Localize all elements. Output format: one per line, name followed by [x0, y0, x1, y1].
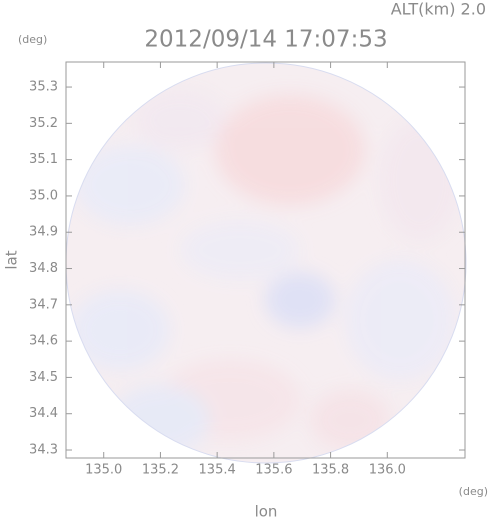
- chart-title: 2012/09/14 17:07:53: [144, 27, 387, 53]
- plot-frame: [65, 61, 466, 459]
- x-tick-label: 135.8: [312, 463, 349, 478]
- y-axis-label: lat: [3, 250, 21, 269]
- altitude-label: ALT(km) 2.0: [391, 0, 486, 19]
- y-tick-label: 34.3: [29, 443, 58, 458]
- y-tick-label: 34.7: [29, 297, 58, 312]
- x-tick-label: 135.4: [199, 463, 236, 478]
- y-tick-label: 34.9: [29, 225, 58, 240]
- y-tick-label: 35.3: [29, 80, 58, 95]
- x-tick-label: 136.0: [369, 463, 406, 478]
- y-tick-label: 34.6: [29, 334, 58, 349]
- x-axis-label: lon: [255, 503, 278, 521]
- y-tick-label: 34.5: [29, 370, 58, 385]
- x-tick-label: 135.6: [255, 463, 292, 478]
- y-tick-label: 34.8: [29, 261, 58, 276]
- x-tick-label: 135.2: [142, 463, 179, 478]
- radar-field: [66, 63, 466, 463]
- y-tick-label: 35.1: [29, 152, 58, 167]
- x-tick-label: 135.0: [85, 463, 122, 478]
- y-tick-label: 34.4: [29, 406, 58, 421]
- y-tick-label: 35.2: [29, 116, 58, 131]
- x-unit: (deg): [459, 485, 488, 498]
- y-unit: (deg): [18, 33, 47, 46]
- y-tick-label: 35.0: [29, 188, 58, 203]
